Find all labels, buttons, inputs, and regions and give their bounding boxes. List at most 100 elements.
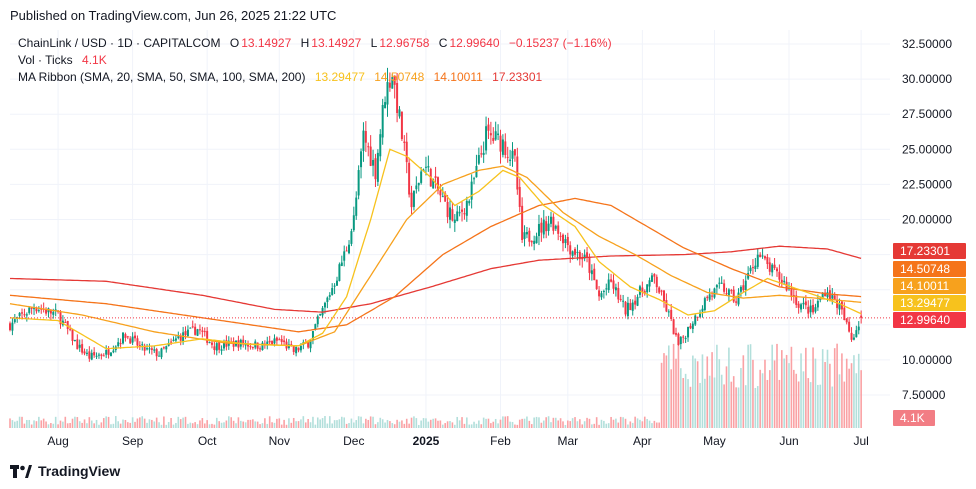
- volume-bar: [78, 421, 81, 428]
- candle-body: [146, 348, 149, 350]
- volume-bar: [511, 421, 514, 428]
- candle-body: [261, 342, 264, 351]
- volume-bar: [427, 421, 430, 428]
- candle-body: [444, 193, 447, 202]
- candle-body: [386, 82, 389, 105]
- candle-body: [785, 281, 788, 291]
- candle-body: [718, 282, 721, 284]
- candle-body: [136, 338, 139, 346]
- volume-bar: [319, 419, 321, 428]
- volume-bar: [788, 363, 790, 428]
- volume-bar: [172, 424, 175, 428]
- volume-bar: [800, 353, 802, 428]
- sma-50-line: [9, 165, 862, 347]
- candle-body: [807, 306, 810, 314]
- candle-body: [766, 256, 769, 265]
- candle-body: [578, 251, 581, 260]
- volume-bar: [432, 418, 434, 428]
- volume-bar: [100, 422, 103, 428]
- legend-volume-row: Vol · Ticks 4.1K: [18, 53, 109, 67]
- candles[interactable]: [9, 67, 863, 362]
- volume-bar: [220, 422, 223, 428]
- candle-body: [333, 285, 336, 287]
- time-tick-label: Dec: [343, 434, 364, 448]
- volume-bar: [682, 378, 685, 428]
- volume-bar: [143, 418, 146, 428]
- volume-bar: [655, 422, 658, 428]
- volume-bar: [18, 416, 21, 428]
- price-label-text: 14.10011: [900, 279, 949, 293]
- symbol-title[interactable]: ChainLink / USD · 1D · CAPITALCOM: [18, 36, 221, 50]
- candle-body: [468, 201, 471, 204]
- volume-bar: [242, 421, 245, 428]
- volume-bar: [641, 421, 644, 428]
- volume-bar: [451, 422, 454, 428]
- volume-bar: [478, 420, 480, 428]
- volume-bar: [545, 417, 547, 428]
- volume-bar: [422, 418, 425, 428]
- candle-body: [328, 295, 331, 297]
- volume-bar: [766, 379, 769, 428]
- candle-body: [617, 287, 620, 300]
- candle-body: [742, 285, 745, 291]
- volume-bar: [667, 345, 670, 428]
- volume-bar: [146, 422, 148, 428]
- volume-bar: [408, 423, 410, 428]
- tradingview-logo[interactable]: TradingView: [10, 463, 120, 479]
- candle-body: [345, 250, 348, 252]
- price-tick-label: 30.00000: [902, 72, 952, 86]
- volume-bar: [826, 349, 829, 428]
- candle-body: [732, 289, 735, 302]
- volume-bar: [785, 354, 788, 428]
- price-labels: 17.23301 14.50748 14.10011 13.29477 12.99640…: [893, 243, 966, 426]
- sma-20-line: [9, 148, 862, 350]
- candle-body: [694, 315, 697, 325]
- volume-bar: [425, 418, 427, 428]
- volume-bar: [54, 416, 57, 428]
- volume-bar: [692, 355, 694, 428]
- candle-body: [424, 166, 427, 168]
- volume-bar: [129, 422, 132, 428]
- volume-bar: [660, 362, 663, 428]
- candle-body: [222, 341, 225, 349]
- volume-bar: [110, 424, 112, 428]
- volume-bar: [857, 353, 860, 428]
- volume-bar: [264, 418, 266, 428]
- candle-body: [119, 343, 122, 345]
- volume-bar: [725, 366, 728, 428]
- price-axis[interactable]: 32.50000 30.00000 27.50000 25.00000 22.50000…: [902, 37, 952, 402]
- volume-label[interactable]: Vol · Ticks: [18, 53, 73, 67]
- volume-bar: [215, 417, 218, 428]
- volume-bar: [752, 359, 754, 428]
- candle-body: [833, 295, 836, 300]
- candle-body: [165, 346, 168, 350]
- candle-body: [751, 267, 754, 269]
- candle-body: [848, 321, 851, 332]
- volume-bar: [117, 421, 119, 428]
- volume-bar: [355, 420, 358, 428]
- sma-100-line: [9, 197, 862, 333]
- volume-bar: [838, 374, 841, 428]
- volume-bar: [151, 419, 153, 428]
- candle-body: [196, 329, 199, 336]
- volume-bar: [552, 417, 555, 428]
- volume-bar: [74, 416, 76, 428]
- volume-bar: [26, 419, 28, 428]
- volume-bar: [341, 416, 343, 428]
- volume-bar: [232, 420, 235, 428]
- volume-bar: [812, 347, 814, 428]
- time-tick-label: Oct: [198, 434, 217, 448]
- ma-ribbon-label[interactable]: MA Ribbon (SMA, 20, SMA, 50, SMA, 100, S…: [18, 70, 306, 84]
- candle-body: [549, 216, 552, 224]
- candle-body: [141, 344, 144, 346]
- volume-label-badge: [893, 410, 935, 426]
- volume-bar: [160, 424, 163, 428]
- time-tick-label: May: [703, 434, 726, 448]
- time-axis[interactable]: Aug Sep Oct Nov Dec 2025 Feb Mar Apr May Jun Jul: [47, 434, 868, 448]
- volume-bar: [348, 423, 350, 428]
- volume-bar: [651, 423, 653, 428]
- volume-bar: [619, 416, 622, 428]
- candle-body: [143, 345, 146, 351]
- candle-body: [403, 141, 406, 143]
